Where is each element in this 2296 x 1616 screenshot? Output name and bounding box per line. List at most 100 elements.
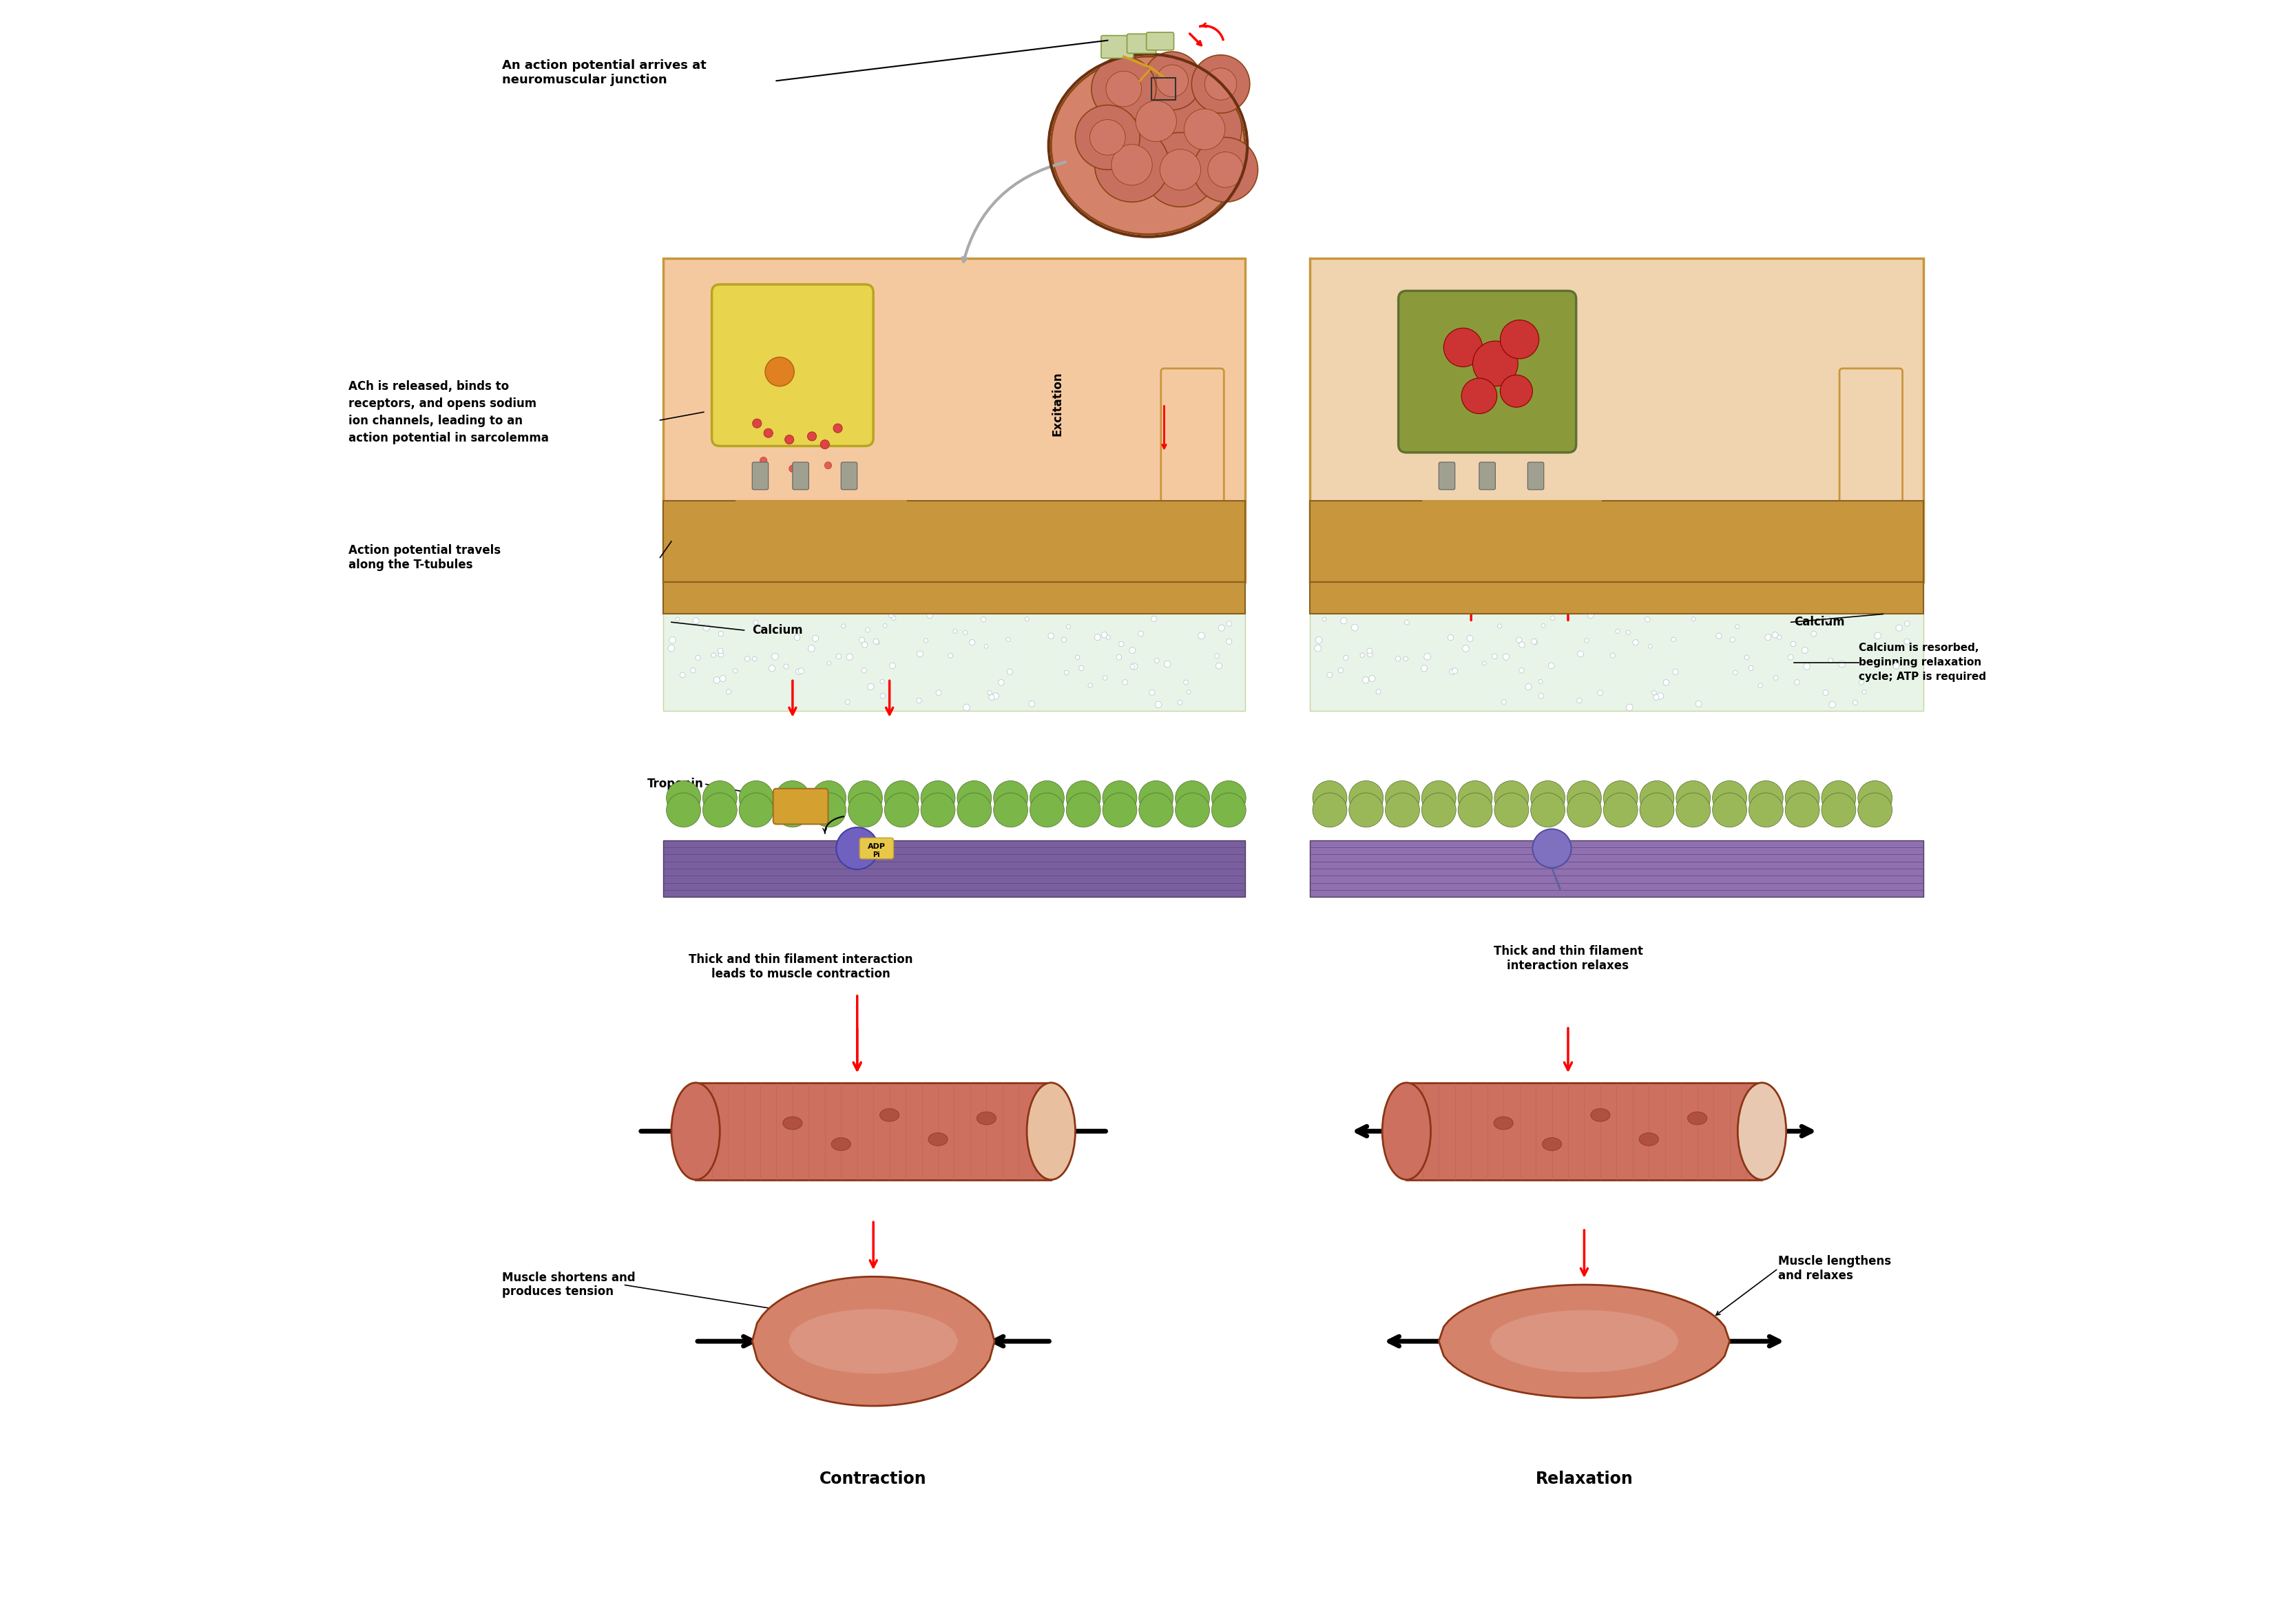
Ellipse shape: [831, 1138, 852, 1151]
Circle shape: [1515, 637, 1522, 643]
Circle shape: [1313, 793, 1348, 827]
Circle shape: [703, 624, 709, 630]
Circle shape: [1548, 663, 1554, 669]
Circle shape: [790, 465, 797, 472]
Circle shape: [1359, 653, 1364, 658]
Bar: [1309, 840, 1924, 897]
Text: Thick and thin filament
interaction relaxes: Thick and thin filament interaction rela…: [1492, 945, 1642, 973]
Circle shape: [1178, 700, 1182, 705]
Circle shape: [1603, 781, 1637, 814]
Circle shape: [753, 621, 758, 625]
Text: Relaxation: Relaxation: [1536, 1471, 1632, 1487]
Circle shape: [1598, 690, 1603, 695]
Circle shape: [1130, 664, 1134, 669]
Circle shape: [1773, 675, 1777, 680]
Circle shape: [1738, 583, 1743, 588]
Circle shape: [1674, 598, 1681, 604]
Circle shape: [801, 591, 806, 598]
Circle shape: [985, 645, 987, 648]
Circle shape: [1729, 637, 1736, 642]
Circle shape: [1102, 675, 1107, 680]
Circle shape: [1045, 601, 1049, 606]
Circle shape: [1862, 690, 1867, 693]
Circle shape: [879, 693, 886, 698]
Circle shape: [1802, 663, 1809, 669]
Circle shape: [1711, 601, 1717, 606]
Circle shape: [668, 645, 675, 651]
Ellipse shape: [1052, 57, 1244, 234]
Circle shape: [1857, 793, 1892, 827]
Circle shape: [1830, 701, 1835, 708]
Circle shape: [1791, 642, 1795, 646]
Circle shape: [1531, 793, 1566, 827]
Circle shape: [1072, 588, 1077, 593]
Circle shape: [1139, 781, 1173, 814]
FancyBboxPatch shape: [859, 837, 893, 860]
Circle shape: [1451, 667, 1458, 674]
Circle shape: [1495, 781, 1529, 814]
Circle shape: [1102, 781, 1137, 814]
Bar: [664, 582, 1244, 711]
FancyBboxPatch shape: [664, 582, 1244, 614]
Circle shape: [820, 440, 829, 449]
Circle shape: [1424, 653, 1430, 659]
Circle shape: [1671, 637, 1676, 642]
Circle shape: [1164, 661, 1171, 667]
Text: An action potential arrives at
neuromuscular junction: An action potential arrives at neuromusc…: [503, 60, 707, 86]
Circle shape: [1823, 690, 1828, 695]
Circle shape: [668, 637, 675, 643]
Circle shape: [1538, 679, 1543, 684]
Text: Calcium: Calcium: [1793, 616, 1846, 629]
Circle shape: [1366, 648, 1373, 653]
Circle shape: [1531, 829, 1570, 868]
Circle shape: [1185, 108, 1226, 150]
Circle shape: [1155, 658, 1159, 663]
Circle shape: [1215, 653, 1219, 658]
Text: Calcium: Calcium: [753, 624, 804, 637]
Circle shape: [1176, 793, 1210, 827]
Circle shape: [1589, 612, 1593, 619]
FancyBboxPatch shape: [1162, 368, 1224, 585]
Circle shape: [1065, 671, 1068, 675]
Circle shape: [1118, 642, 1123, 646]
Circle shape: [1389, 611, 1394, 614]
Circle shape: [1384, 781, 1419, 814]
Text: Calcium is resorbed,
beginning relaxation
cycle; ATP is required: Calcium is resorbed, beginning relaxatio…: [1860, 643, 1986, 682]
Circle shape: [760, 609, 765, 614]
Circle shape: [833, 423, 843, 433]
Circle shape: [1541, 624, 1545, 627]
FancyBboxPatch shape: [712, 284, 872, 446]
Circle shape: [1199, 632, 1205, 638]
Circle shape: [1492, 654, 1497, 659]
Circle shape: [1194, 603, 1201, 608]
Circle shape: [1352, 624, 1359, 630]
Circle shape: [987, 690, 992, 695]
Circle shape: [1603, 793, 1637, 827]
Circle shape: [666, 793, 700, 827]
Circle shape: [714, 677, 721, 684]
Circle shape: [1065, 625, 1070, 629]
Circle shape: [1839, 661, 1846, 667]
Ellipse shape: [1543, 1138, 1561, 1151]
Circle shape: [847, 653, 852, 659]
Circle shape: [1531, 781, 1566, 814]
Circle shape: [1639, 781, 1674, 814]
Circle shape: [813, 793, 847, 827]
Circle shape: [753, 419, 762, 428]
Circle shape: [1609, 653, 1614, 658]
Circle shape: [861, 667, 868, 672]
Circle shape: [1713, 781, 1747, 814]
Ellipse shape: [1495, 1117, 1513, 1130]
Circle shape: [1343, 656, 1348, 661]
Ellipse shape: [1591, 1109, 1609, 1122]
Circle shape: [1697, 701, 1701, 706]
Text: Excitation: Excitation: [1052, 372, 1063, 436]
FancyBboxPatch shape: [1309, 582, 1924, 614]
Circle shape: [1362, 677, 1368, 684]
Circle shape: [732, 669, 737, 672]
Circle shape: [1226, 638, 1233, 645]
Circle shape: [840, 624, 845, 629]
Circle shape: [1421, 781, 1456, 814]
Circle shape: [1538, 693, 1543, 698]
Circle shape: [969, 640, 976, 645]
